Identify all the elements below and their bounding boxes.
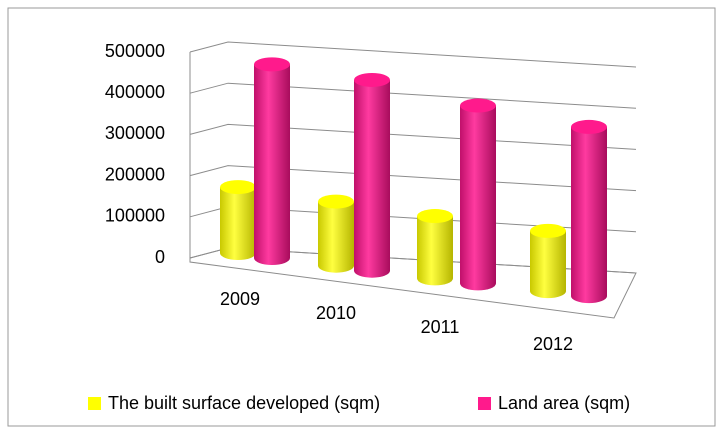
x-tick-label: 2011 bbox=[421, 317, 460, 337]
bar bbox=[354, 79, 390, 271]
bar bbox=[417, 216, 453, 279]
bar bbox=[530, 230, 566, 292]
x-tick-label: 2010 bbox=[316, 303, 356, 323]
bar-top bbox=[220, 180, 256, 195]
grid-line bbox=[189, 165, 637, 192]
legend-swatch bbox=[478, 397, 491, 410]
x-tick-label: 2009 bbox=[220, 289, 260, 309]
bar bbox=[460, 105, 496, 284]
bar-top bbox=[530, 223, 566, 238]
bar bbox=[220, 187, 256, 253]
bar-top bbox=[354, 72, 390, 87]
legend-swatch bbox=[88, 397, 101, 410]
y-tick-label: 200000 bbox=[105, 164, 165, 184]
legend-label: The built surface developed (sqm) bbox=[108, 393, 380, 413]
y-tick-label: 300000 bbox=[105, 123, 165, 143]
grid-line bbox=[189, 82, 637, 109]
bar bbox=[571, 126, 607, 297]
y-tick-label: 500000 bbox=[105, 41, 165, 61]
x-tick-label: 2012 bbox=[533, 334, 573, 354]
y-tick-label: 100000 bbox=[105, 206, 165, 226]
bar-top bbox=[254, 57, 290, 72]
y-tick-label: 400000 bbox=[105, 82, 165, 102]
bar bbox=[254, 64, 290, 258]
bar-top bbox=[417, 209, 453, 224]
bar-top bbox=[571, 119, 607, 134]
grid-line bbox=[189, 123, 637, 150]
y-tick-label: 0 bbox=[155, 247, 165, 267]
legend-label: Land area (sqm) bbox=[498, 393, 630, 413]
bar-top bbox=[318, 194, 354, 209]
bar-top bbox=[460, 98, 496, 113]
bar bbox=[318, 201, 354, 266]
grid-line bbox=[189, 41, 637, 68]
